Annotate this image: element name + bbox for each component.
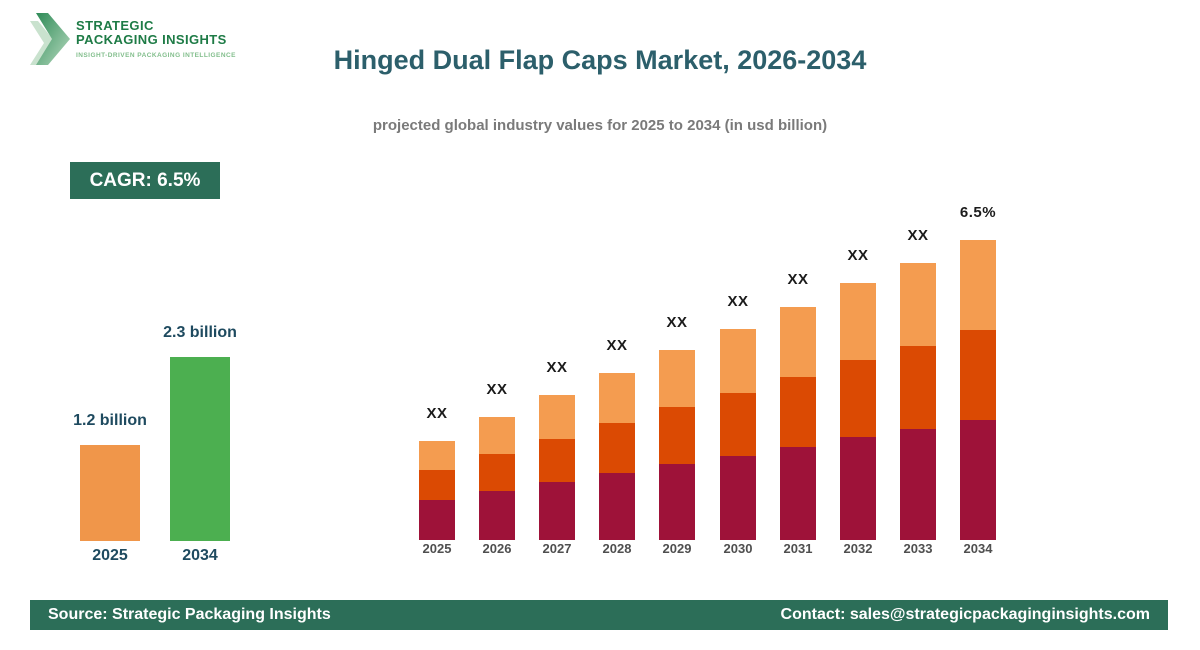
stacked-bar-2027-middle-segment [539, 439, 575, 482]
stacked-bar-label-2028: XX [606, 337, 628, 354]
stacked-bar-2025-top-segment [419, 441, 455, 470]
logo-chevron-icon [30, 13, 70, 65]
stacked-bar-2028-top-segment [599, 373, 635, 423]
stacked-bar-2030 [720, 329, 756, 540]
logo-line2: PACKAGING INSIGHTS [76, 32, 227, 47]
stacked-bar-2029-top-segment [659, 350, 695, 407]
mini-bar-2034 [170, 357, 230, 541]
footer-source: Source: Strategic Packaging Insights [48, 606, 331, 623]
stacked-bar-2031 [780, 307, 816, 540]
stacked-bar-2030-middle-segment [720, 393, 756, 456]
stacked-bar-2033 [900, 263, 936, 540]
main-axis-label-2030: 2030 [723, 541, 753, 556]
stacked-bar-2026-top-segment [479, 417, 515, 454]
stacked-bar-2029-bottom-segment [659, 464, 695, 540]
logo-tagline: INSIGHT-DRIVEN PACKAGING INTELLIGENCE [76, 52, 236, 59]
logo-text: STRATEGIC PACKAGING INSIGHTS INSIGHT-DRI… [76, 13, 236, 60]
main-axis-label-2034: 2034 [963, 541, 993, 556]
stacked-bar-2032-middle-segment [840, 360, 876, 437]
main-axis-label-2029: 2029 [662, 541, 692, 556]
main-axis-label-2025: 2025 [422, 541, 452, 556]
stacked-bar-2032-top-segment [840, 283, 876, 360]
stacked-bar-2027-bottom-segment [539, 482, 575, 540]
stacked-bar-label-2032: XX [847, 247, 869, 264]
page-subtitle: projected global industry values for 202… [372, 117, 828, 134]
mini-bar-value-2025: 1.2 billion [73, 412, 147, 429]
stacked-bar-label-2034: 6.5% [959, 204, 997, 221]
mini-axis-label-2025: 2025 [92, 547, 128, 564]
stacked-bar-2028 [599, 373, 635, 540]
stacked-bar-2034-top-segment [960, 240, 996, 330]
stacked-bar-2030-top-segment [720, 329, 756, 393]
mini-axis-label-2034: 2034 [182, 547, 218, 564]
stacked-bar-label-2029: XX [666, 314, 688, 331]
stacked-bar-2025-middle-segment [419, 470, 455, 500]
stacked-bar-2028-middle-segment [599, 423, 635, 473]
stacked-bar-2032-bottom-segment [840, 437, 876, 540]
stacked-bar-2030-bottom-segment [720, 456, 756, 540]
main-axis-label-2028: 2028 [602, 541, 632, 556]
stacked-bar-2031-bottom-segment [780, 447, 816, 540]
stacked-bar-2033-middle-segment [900, 346, 936, 429]
page-title: Hinged Dual Flap Caps Market, 2026-2034 [333, 45, 867, 75]
stacked-bar-2031-middle-segment [780, 377, 816, 447]
stacked-bar-2025-bottom-segment [419, 500, 455, 540]
stacked-bar-label-2030: XX [727, 293, 749, 310]
stacked-bar-label-2026: XX [486, 381, 508, 398]
main-axis-label-2026: 2026 [482, 541, 512, 556]
logo: STRATEGIC PACKAGING INSIGHTS INSIGHT-DRI… [30, 13, 236, 65]
stacked-bar-2029 [659, 350, 695, 540]
stacked-bar-2032 [840, 283, 876, 540]
stacked-bar-2031-top-segment [780, 307, 816, 377]
stacked-bar-label-2025: XX [426, 405, 448, 422]
stacked-bar-2028-bottom-segment [599, 473, 635, 540]
cagr-badge: CAGR: 6.5% [70, 162, 220, 199]
mini-bar-2025 [80, 445, 140, 541]
mini-bar-value-2034: 2.3 billion [163, 324, 237, 341]
stacked-bar-label-2027: XX [546, 359, 568, 376]
stacked-bar-2026-bottom-segment [479, 491, 515, 540]
stacked-bar-2034 [960, 240, 996, 540]
stacked-bar-2033-bottom-segment [900, 429, 936, 540]
main-axis-label-2033: 2033 [903, 541, 933, 556]
stacked-bar-2027-top-segment [539, 395, 575, 439]
stacked-bar-2034-middle-segment [960, 330, 996, 420]
footer-contact: Contact: sales@strategicpackaginginsight… [780, 606, 1150, 623]
stacked-bar-2026-middle-segment [479, 454, 515, 491]
footer-bar: Source: Strategic Packaging Insights Con… [30, 600, 1168, 630]
stacked-bar-2026 [479, 417, 515, 540]
stacked-bar-2029-middle-segment [659, 407, 695, 464]
main-axis-label-2031: 2031 [783, 541, 813, 556]
stacked-bar-label-2031: XX [787, 271, 809, 288]
main-axis-label-2032: 2032 [843, 541, 873, 556]
stacked-bar-2033-top-segment [900, 263, 936, 346]
stacked-bar-label-2033: XX [907, 227, 929, 244]
logo-line1: STRATEGIC [76, 18, 154, 33]
main-axis-label-2027: 2027 [542, 541, 572, 556]
stacked-bar-2025 [419, 441, 455, 540]
stacked-bar-2034-bottom-segment [960, 420, 996, 540]
stacked-bar-2027 [539, 395, 575, 540]
